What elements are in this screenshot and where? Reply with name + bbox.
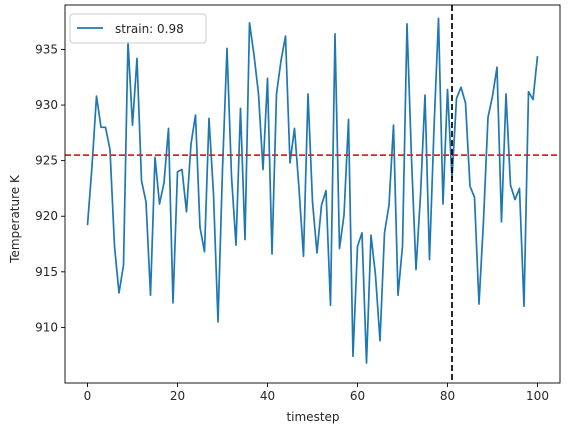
legend-frame [69,13,207,44]
x-axis-label: timestep [286,410,339,424]
y-tick-label: 930 [35,98,58,112]
legend-label: strain: 0.98 [115,22,184,36]
y-tick-label: 910 [35,320,58,334]
y-tick-label: 935 [35,42,58,56]
x-tick-label: 100 [526,389,549,403]
plot-layer [65,5,560,383]
plot-frame [64,4,561,384]
axes-layer: 0 20 40 60 80 100 910 915 920 925 930 935 [35,4,561,403]
x-tick-label: 40 [260,389,275,403]
y-axis-label: Temperature K [8,174,22,264]
x-tick-label: 20 [170,389,185,403]
x-tick-label: 80 [440,389,455,403]
legend: strain: 0.98 [69,13,207,44]
y-tick-label: 920 [35,209,58,223]
x-tick-label: 60 [350,389,365,403]
y-tick-label: 925 [35,154,58,168]
series-line [86,17,539,364]
x-tick-label: 0 [84,389,92,403]
y-tick-label: 915 [35,265,58,279]
